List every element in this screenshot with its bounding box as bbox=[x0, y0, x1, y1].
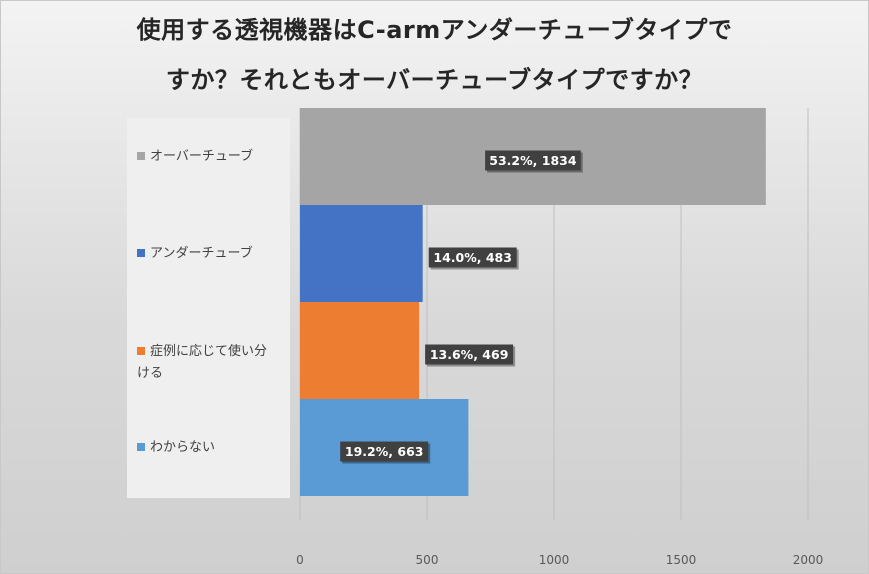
chart-title-line2: すか？それともオーバーチューブタイプですか？ bbox=[165, 66, 704, 94]
data-label: 19.2%, 663 bbox=[345, 444, 424, 459]
chart-title-line1: 使用する透視機器はC-armアンダーチューブタイプで bbox=[136, 16, 733, 44]
data-label-box bbox=[425, 344, 514, 365]
bar-3 bbox=[300, 302, 420, 399]
legend-label: ける bbox=[137, 365, 164, 381]
legend-swatch bbox=[137, 249, 145, 257]
legend-item-2: アンダーチューブ bbox=[137, 243, 292, 265]
x-tick-label: 1500 bbox=[666, 553, 697, 567]
x-tick-label: 500 bbox=[416, 553, 439, 567]
x-tick-label: 2000 bbox=[793, 553, 824, 567]
legend-label: オーバーチューブ bbox=[150, 148, 254, 164]
data-label-box bbox=[340, 441, 429, 462]
legend-swatch bbox=[137, 443, 145, 451]
legend-swatch bbox=[137, 347, 145, 355]
data-label-box bbox=[485, 150, 581, 171]
x-tick-label: 0 bbox=[296, 553, 304, 567]
legend-item-4: わからない bbox=[137, 437, 292, 459]
legend-item-1: オーバーチューブ bbox=[137, 146, 292, 168]
bar-2 bbox=[300, 205, 423, 302]
x-tick-label: 1000 bbox=[539, 553, 570, 567]
data-label: 14.0%, 483 bbox=[433, 250, 512, 265]
legend bbox=[127, 118, 290, 498]
legend-label: わからない bbox=[150, 439, 216, 455]
legend-swatch bbox=[137, 152, 145, 160]
legend-label: アンダーチューブ bbox=[150, 245, 253, 261]
legend-item-3: 症例に応じて使い分ける bbox=[137, 341, 292, 385]
data-label: 13.6%, 469 bbox=[430, 347, 509, 362]
data-label: 53.2%, 1834 bbox=[489, 153, 577, 168]
legend-label: 症例に応じて使い分 bbox=[150, 343, 268, 359]
data-label-box bbox=[428, 247, 517, 268]
